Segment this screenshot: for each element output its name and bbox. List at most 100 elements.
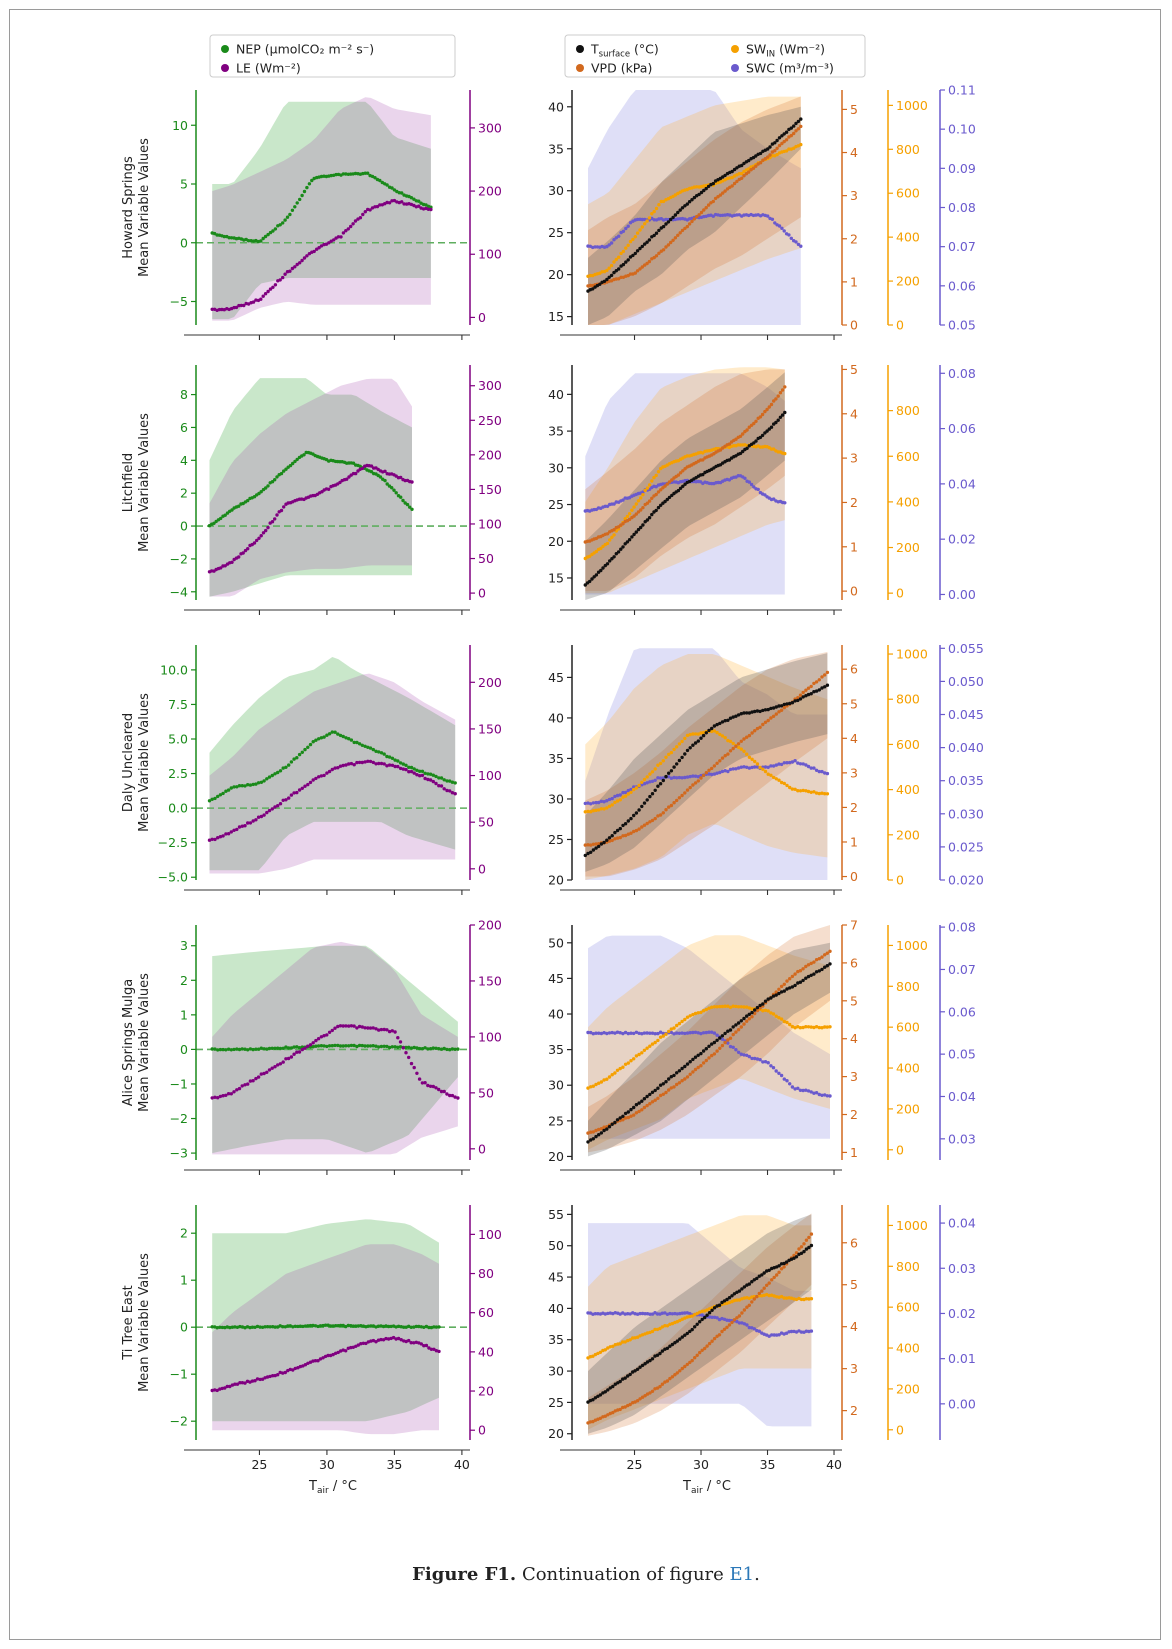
swin-series-point — [790, 1024, 795, 1029]
swc-series-point — [656, 1031, 660, 1036]
nep-series-point — [258, 1325, 262, 1329]
tsurface-axis-tick-label: 35 — [548, 1042, 564, 1057]
nep-series-point — [240, 784, 244, 788]
vpd-series-point — [751, 166, 756, 170]
swin-series-point — [742, 1296, 747, 1300]
swin-series-point — [695, 1311, 699, 1316]
nep-series-point — [412, 197, 416, 201]
tsurface-series-point — [681, 484, 685, 488]
swin-series-point — [591, 1354, 595, 1358]
vpd-series-point — [618, 1118, 622, 1123]
caption-figure-link[interactable]: E1 — [729, 1564, 755, 1585]
tsurface-axis-tick-label: 45 — [548, 971, 564, 986]
swin-series-point — [653, 767, 657, 771]
swc-axis-tick-label: 0.06 — [948, 1004, 976, 1019]
le-series-point — [345, 477, 349, 481]
vpd-series-point — [691, 1070, 695, 1074]
swin-series-point — [784, 149, 789, 153]
vpd-series-point — [772, 1275, 776, 1280]
swc-series-point — [632, 785, 636, 789]
le-series-point — [442, 787, 446, 791]
le-series-point — [278, 1062, 283, 1066]
swin-series-point — [782, 1019, 786, 1024]
nep-series-point — [263, 234, 268, 239]
tsurface-series-point — [635, 249, 640, 253]
nep-series-point — [227, 236, 231, 240]
le-series-point — [330, 1028, 334, 1033]
vpd-series-point — [707, 768, 711, 772]
tsurface-series-point — [676, 488, 681, 493]
le-series-point — [311, 1041, 315, 1045]
le-series-point — [384, 1336, 388, 1341]
swin-series-point — [605, 541, 610, 546]
swin-series-point — [623, 517, 627, 521]
vpd-series-point — [758, 1006, 762, 1010]
legend-tsurface-marker — [576, 45, 584, 53]
tsurface-axis-tick-label: 35 — [548, 1332, 564, 1347]
vpd-series-point — [626, 1115, 630, 1120]
nep-series-point — [254, 1047, 258, 1051]
tsurface-series-point — [738, 451, 743, 456]
swin-series-point — [747, 1006, 751, 1010]
vpd-series-point — [597, 842, 601, 846]
swin-series-point — [661, 199, 666, 204]
swin-series-point — [688, 1014, 692, 1018]
tsurface-axis-tick-label: 25 — [548, 497, 564, 512]
tsurface-series-point — [602, 1128, 606, 1133]
figure-frame — [9, 9, 1161, 1640]
swc-series-point — [771, 1066, 776, 1070]
le-series-point — [258, 1377, 262, 1382]
nep-series-point — [267, 1046, 272, 1051]
swc-series-point — [771, 764, 776, 768]
vpd-series-point — [793, 972, 797, 976]
swc-series-point — [670, 1312, 675, 1316]
le-series-point — [273, 1065, 277, 1069]
tsurface-series-point — [792, 124, 796, 128]
swin-series-point — [591, 809, 596, 813]
vpd-series-point — [799, 1245, 804, 1249]
swin-axis-tick-label: 200 — [896, 827, 920, 842]
tsurface-series-point — [610, 1122, 614, 1127]
le-axis-tick-label: 150 — [478, 721, 502, 736]
vpd-series-point — [725, 1325, 729, 1330]
vpd-axis-tick-label: 5 — [850, 1277, 858, 1292]
swin-series-point — [675, 745, 679, 749]
nep-series-point — [359, 1324, 363, 1328]
swc-series-point — [691, 774, 695, 778]
nep-axis-tick-label: 1 — [180, 1007, 188, 1022]
nep-series-point — [410, 507, 414, 511]
tsurface-series-point — [727, 1296, 732, 1300]
vpd-series-point — [757, 1291, 761, 1296]
vpd-series-point — [767, 1281, 771, 1285]
tsurface-series-point — [597, 844, 601, 849]
swc-series-point — [594, 1031, 598, 1035]
vpd-series-point — [680, 793, 684, 798]
le-series-point — [426, 207, 431, 211]
swin-series-point — [728, 1005, 733, 1009]
tsurface-series-point — [664, 222, 668, 226]
swc-series-point — [739, 1052, 743, 1056]
nep-series-point — [291, 461, 295, 466]
tsurface-series-point — [752, 1278, 756, 1282]
swin-axis-tick-label: 400 — [896, 494, 920, 509]
nep-series-point — [314, 738, 318, 742]
le-series-point — [303, 1046, 307, 1050]
swin-series-point — [648, 1044, 652, 1048]
tsurface-series-point — [597, 1133, 601, 1137]
swin-series-point — [629, 1059, 633, 1063]
swc-series-point — [618, 1031, 622, 1035]
swc-axis: 0.050.060.070.080.090.100.11 — [939, 83, 976, 333]
swc-series-point — [723, 769, 727, 773]
tsurface-series-point — [699, 190, 704, 195]
le-series-point — [431, 779, 435, 784]
nep-series-point — [385, 482, 389, 486]
tsurface-series-point — [814, 689, 819, 693]
tsurface-series-point — [672, 765, 676, 769]
vpd-series-point — [747, 733, 752, 738]
tsurface-series-point — [623, 822, 628, 826]
tsurface-series-point — [632, 813, 636, 818]
